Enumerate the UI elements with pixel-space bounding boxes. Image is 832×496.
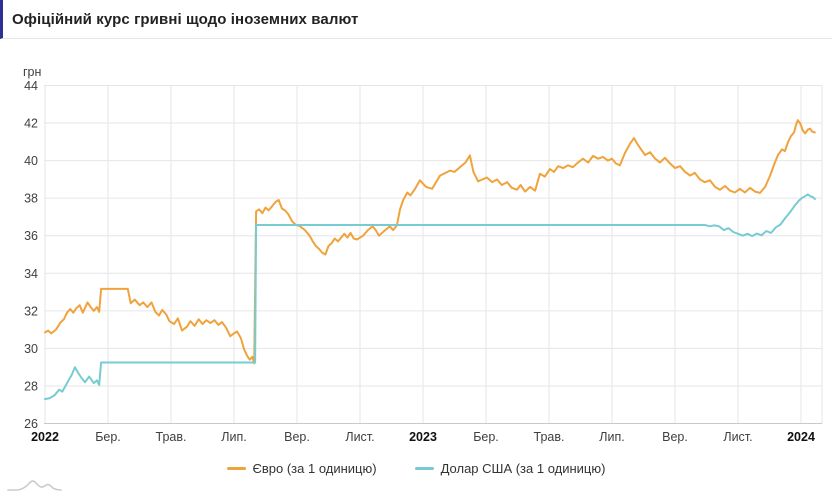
x-axis-tick-label: Лип. [599,430,624,444]
x-axis-tick-label: Бер. [473,430,499,444]
x-axis-tick-label: 2022 [31,430,59,444]
y-axis-tick-label: 44 [24,79,38,93]
euro-line-marker-icon [226,466,246,470]
x-axis-tick-label: Бер. [95,430,121,444]
widget-header: Офіційний курс гривні щодо іноземних вал… [0,0,832,39]
watermark-logo-icon [7,480,62,491]
y-axis-tick-label: 34 [24,267,38,281]
x-axis-tick-label: Лист. [345,430,374,444]
x-axis-tick-label: Лист. [723,430,752,444]
legend-item-euro[interactable]: Євро (за 1 одиницю) [226,460,377,476]
x-axis-tick-label: Лип. [221,430,246,444]
legend-item-usd[interactable]: Долар США (за 1 одиницю) [414,460,606,476]
usd-line-marker-icon [414,466,434,470]
euro-series-line[interactable] [44,119,816,365]
x-axis-tick-label: Вер. [284,430,310,444]
x-axis-tick-label: Вер. [662,430,688,444]
legend-label-usd: Долар США (за 1 одиницю) [440,460,606,476]
legend-label-euro: Євро (за 1 одиницю) [252,460,377,476]
x-axis-tick-label: Трав. [534,430,565,444]
x-axis-tick-label: 2023 [409,430,437,444]
y-axis-tick-label: 38 [24,192,38,206]
y-axis-tick-label: 36 [24,229,38,243]
y-axis-unit-label: грн [23,65,42,79]
y-axis-tick-label: 28 [24,379,38,393]
y-axis-tick-label: 42 [24,117,38,131]
chart-legend: Євро (за 1 одиницю) Долар США (за 1 один… [0,457,832,479]
x-axis-tick-label: Трав. [156,430,187,444]
page-title: Офіційний курс гривні щодо іноземних вал… [12,10,359,28]
y-axis-tick-label: 26 [24,417,38,431]
usd-series-line[interactable] [44,193,816,401]
x-axis-tick-label: 2024 [787,430,815,444]
y-axis-tick-label: 32 [24,304,38,318]
y-axis-tick-label: 40 [24,154,38,168]
y-axis-tick-label: 30 [24,342,38,356]
